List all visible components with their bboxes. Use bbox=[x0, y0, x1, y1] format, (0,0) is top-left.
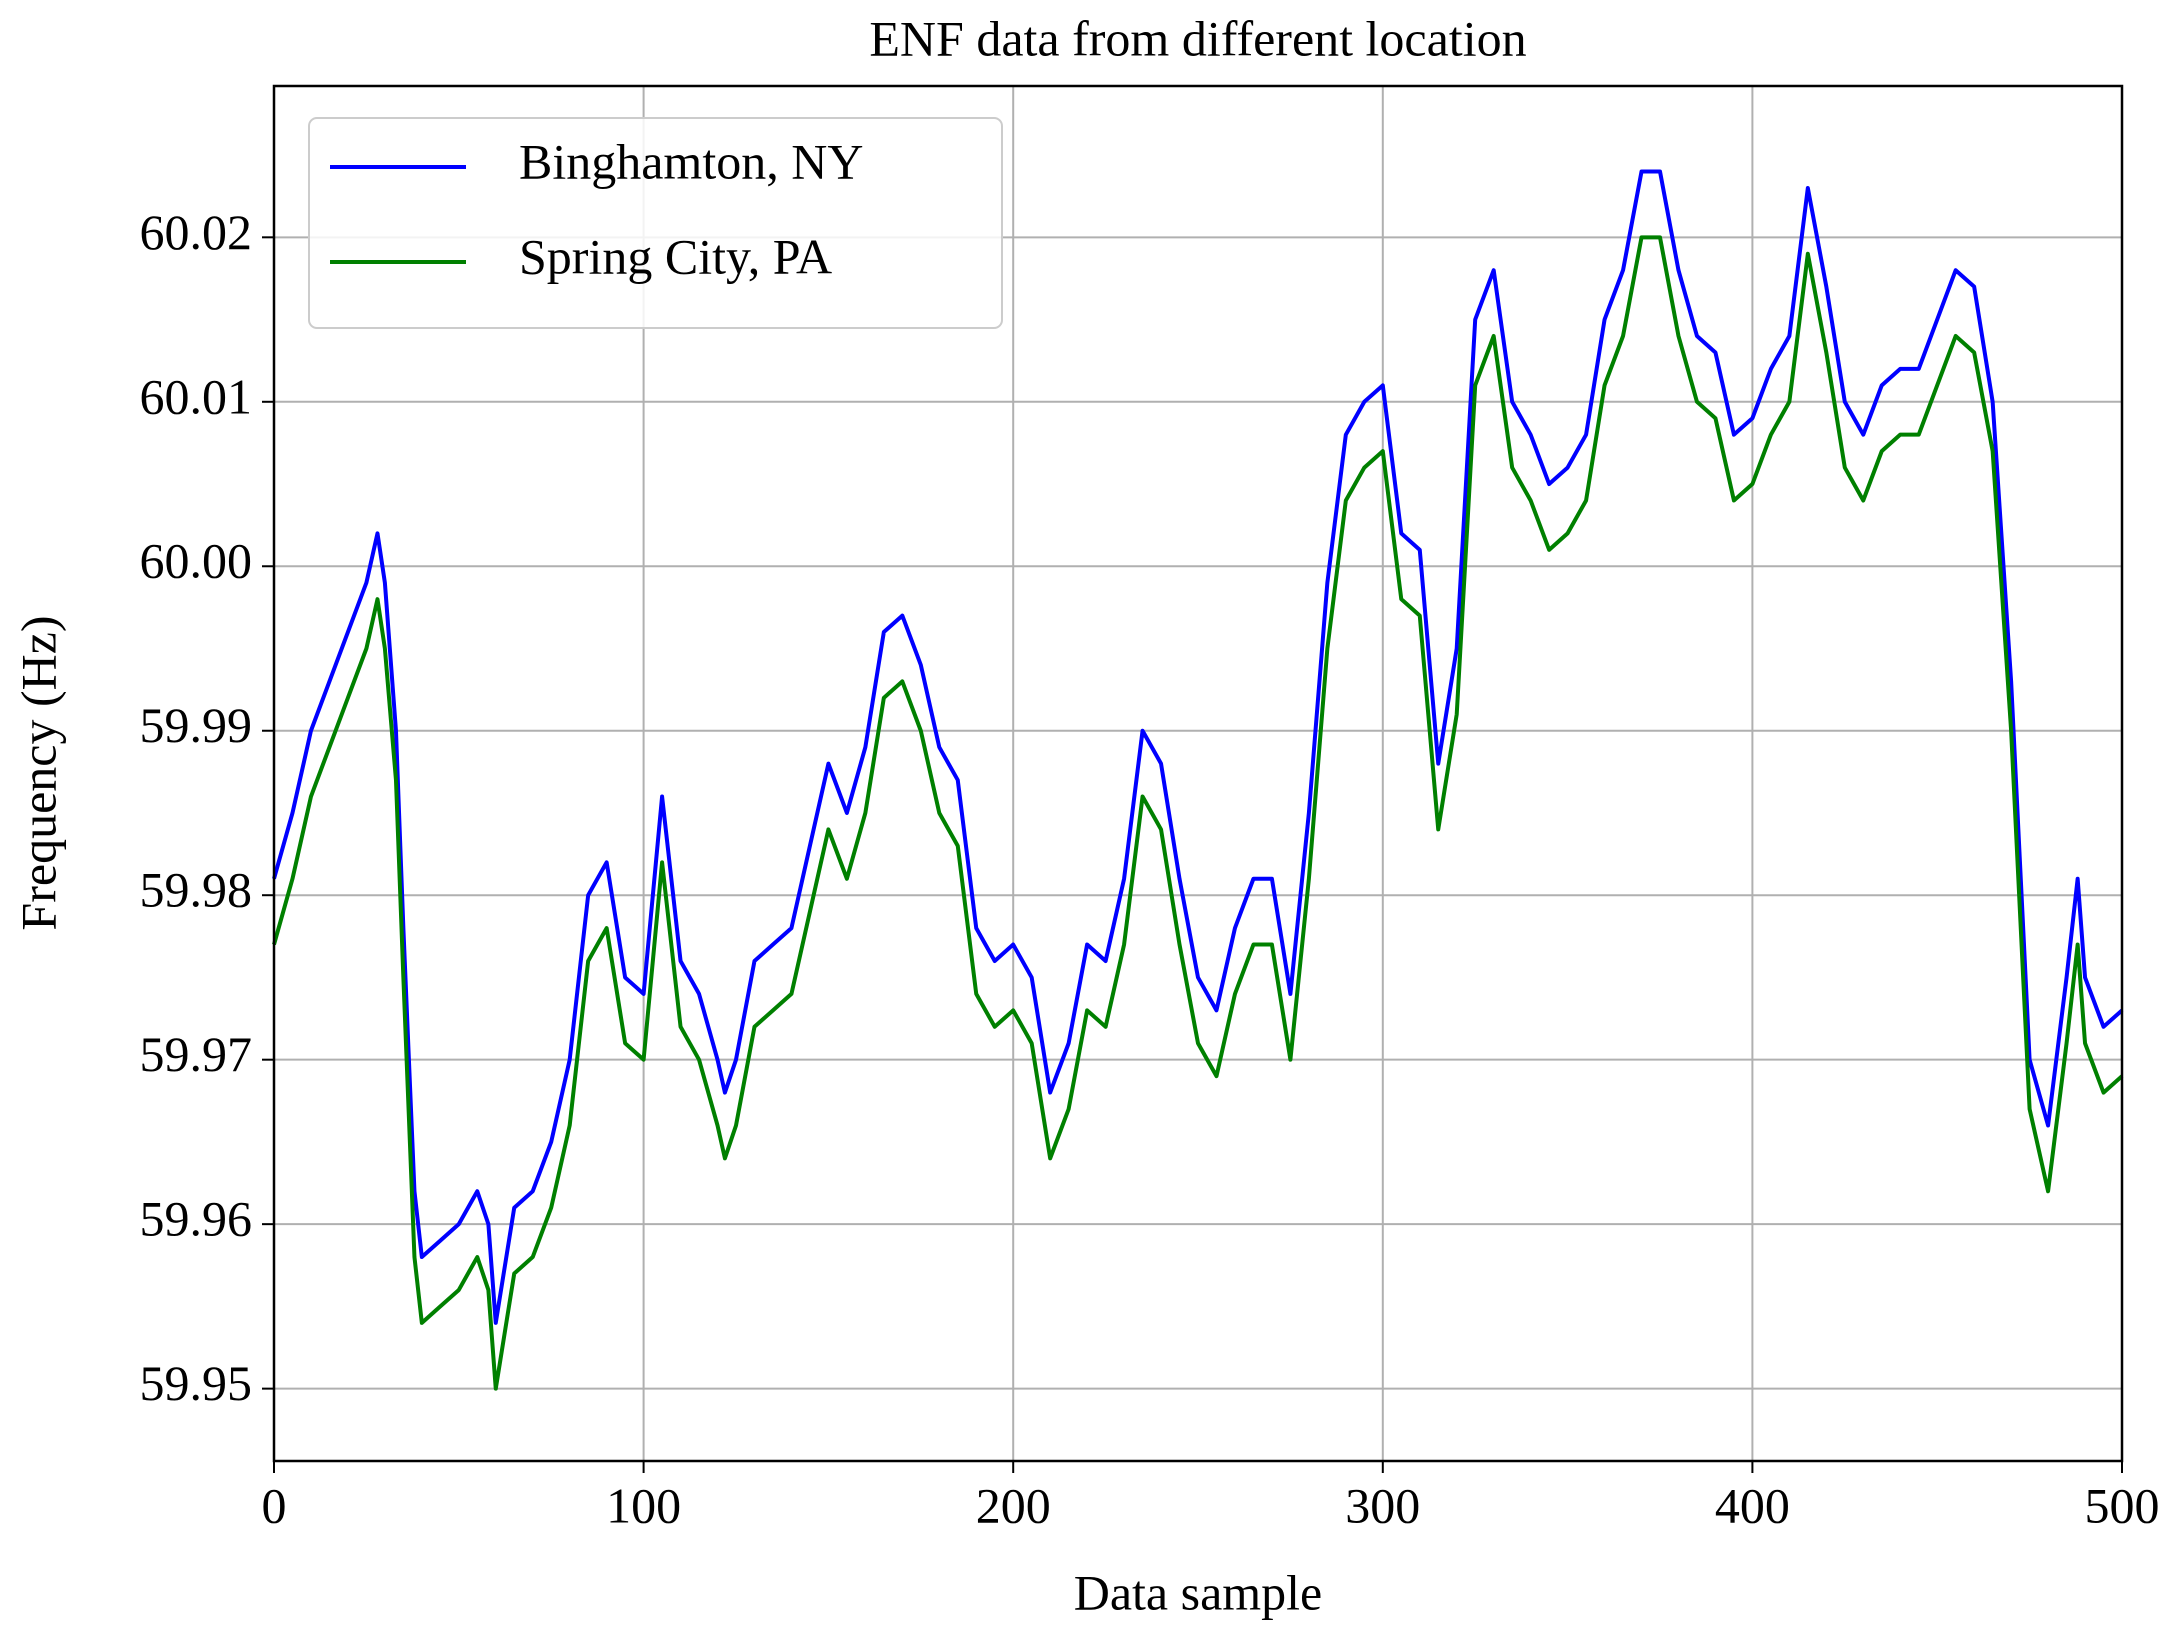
chart-title: ENF data from different location bbox=[869, 10, 1526, 66]
x-tick-label: 300 bbox=[1345, 1477, 1420, 1533]
plot-frame bbox=[272, 84, 2124, 1463]
legend-label: Binghamton, NY bbox=[519, 133, 863, 189]
y-tick-label: 60.01 bbox=[140, 368, 253, 424]
y-tick-label: 59.95 bbox=[140, 1355, 253, 1411]
y-tick-label: 59.97 bbox=[140, 1026, 253, 1082]
x-tick-label: 0 bbox=[262, 1477, 287, 1533]
series-line bbox=[272, 169, 2124, 1325]
x-tick-label: 200 bbox=[976, 1477, 1051, 1533]
y-tick-label: 59.98 bbox=[140, 862, 253, 918]
legend-box bbox=[308, 117, 1003, 329]
x-axis-label: Data sample bbox=[1074, 1564, 1323, 1620]
x-tick-label: 500 bbox=[2085, 1477, 2160, 1533]
legend-label: Spring City, PA bbox=[519, 228, 832, 284]
y-tick-label: 59.96 bbox=[140, 1191, 253, 1247]
series-line bbox=[272, 235, 2124, 1391]
x-tick-label: 100 bbox=[606, 1477, 681, 1533]
legend: Binghamton, NY Spring City, PA bbox=[308, 117, 1003, 329]
y-tick-label: 60.02 bbox=[140, 204, 253, 260]
y-tick-label: 59.99 bbox=[140, 697, 253, 753]
y-tick-label: 60.00 bbox=[140, 533, 253, 589]
x-tick-label: 400 bbox=[1715, 1477, 1790, 1533]
y-axis-label: Frequency (Hz) bbox=[10, 615, 66, 930]
